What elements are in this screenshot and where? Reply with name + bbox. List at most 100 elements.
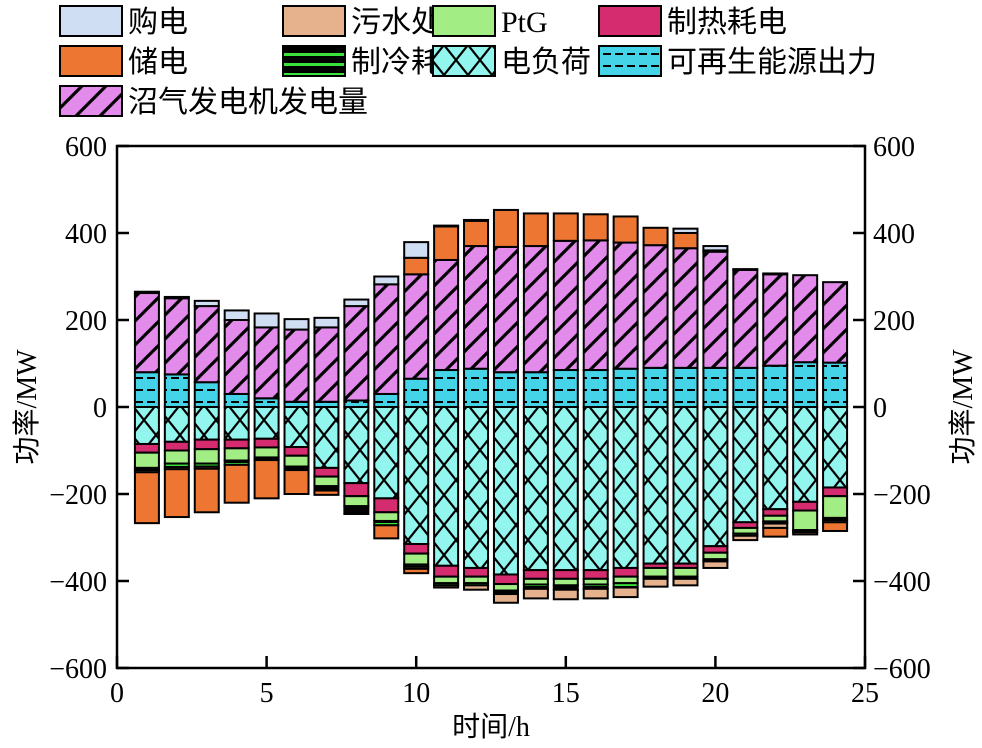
bar-segment-heating (313, 466, 340, 478)
bar-segment-sewage (642, 577, 669, 588)
bar-segment-heating (193, 438, 220, 451)
bar-segment-heating (582, 569, 609, 580)
bar-segment-ptg (313, 475, 340, 488)
y-tick-label-left: 200 (65, 306, 107, 337)
bar-segment-load (522, 406, 549, 572)
bar-segment-storage (313, 489, 340, 496)
bar-segment-purchase (403, 241, 430, 259)
bar-segment-renewable (582, 369, 609, 408)
bar-segment-biogas (133, 292, 160, 374)
bar-segment-ptg (642, 566, 669, 578)
bar-segment-storage (552, 212, 579, 242)
bar-segment-load (313, 406, 340, 469)
bar-segment-biogas (163, 297, 190, 376)
bar-hour-11 (433, 224, 460, 589)
bar-segment-purchase (762, 272, 789, 276)
y-tick-label-left: −600 (49, 654, 107, 685)
bar-hour-6 (283, 318, 310, 496)
bar-segment-load (253, 406, 280, 440)
bar-segment-biogas (522, 245, 549, 374)
bar-segment-load (582, 406, 609, 572)
bar-segment-load (433, 406, 460, 567)
y-tick-label-left: −400 (49, 567, 107, 598)
bar-segment-ptg (403, 552, 430, 566)
bar-segment-storage (373, 524, 400, 540)
bar-hour-16 (582, 213, 609, 600)
legend-item-purchase: 购电 (59, 5, 188, 39)
legend-label: 电负荷 (501, 46, 591, 79)
legend-swatch-heating (598, 5, 662, 37)
bar-segment-renewable (133, 371, 160, 409)
bar-segment-storage (283, 469, 310, 496)
bar-segment-purchase (702, 245, 729, 252)
bar-segment-biogas (702, 250, 729, 369)
bar-segment-purchase (463, 218, 490, 222)
bar-segment-renewable (792, 361, 819, 409)
legend-label: 购电 (128, 6, 188, 39)
bar-segment-load (343, 406, 370, 485)
y-tick-label-right: 400 (873, 219, 915, 250)
bar-segment-purchase (732, 268, 759, 271)
bar-segment-renewable (522, 371, 549, 409)
bar-segment-renewable (403, 377, 430, 409)
y-tick-label-left: 600 (65, 132, 107, 163)
bar-segment-biogas (253, 326, 280, 400)
bar-segment-sewage (582, 587, 609, 600)
bar-segment-renewable (552, 369, 579, 408)
bar-segment-storage (463, 219, 490, 248)
bar-segment-ptg (792, 509, 819, 532)
bar-segment-heating (223, 438, 250, 450)
bar-segment-storage (403, 256, 430, 276)
bar-hour-20 (702, 245, 729, 569)
bar-hour-2 (163, 295, 190, 519)
bar-segment-purchase (433, 224, 460, 228)
legend-item-ptg: PtG (432, 5, 548, 39)
bar-segment-storage (672, 232, 699, 250)
bar-segment-sewage (552, 588, 579, 601)
bar-segment-biogas (822, 281, 849, 364)
bar-segment-renewable (253, 397, 280, 408)
bar-hour-7 (313, 316, 340, 496)
bar-hour-10 (403, 241, 430, 575)
bar-segment-storage (133, 471, 160, 525)
x-tick-label: 25 (851, 678, 879, 709)
bar-segment-storage (822, 521, 849, 532)
bar-segment-sewage (612, 586, 639, 599)
bar-segment-renewable (193, 381, 220, 408)
bar-segment-load (762, 406, 789, 511)
bar-segment-load (403, 406, 430, 546)
bar-segment-storage (492, 208, 519, 248)
bar-hour-18 (642, 226, 669, 588)
bar-segment-load (373, 406, 400, 500)
bar-hour-4 (223, 309, 250, 504)
bar-segment-biogas (762, 273, 789, 367)
bar-segment-storage (762, 526, 789, 538)
bar-hour-13 (492, 208, 519, 604)
bar-segment-load (283, 406, 310, 449)
y-tick-label-right: 200 (873, 306, 915, 337)
bar-series-group (133, 208, 849, 604)
bar-segment-ptg (343, 495, 370, 508)
bar-segment-purchase (193, 299, 220, 308)
bar-segment-heating (822, 486, 849, 498)
legend-label: 储电 (128, 46, 188, 79)
bar-segment-load (672, 406, 699, 565)
bar-hour-12 (463, 218, 490, 591)
bar-segment-load (642, 406, 669, 565)
bar-segment-renewable (702, 366, 729, 409)
bar-hour-24 (822, 281, 849, 532)
bar-segment-load (492, 406, 519, 576)
bar-segment-renewable (163, 373, 190, 408)
legend-item-biogas: 沼气发电机发电量 (59, 85, 368, 119)
bar-segment-ptg (223, 447, 250, 462)
legend-label: 沼气发电机发电量 (128, 86, 368, 119)
bar-segment-biogas (792, 274, 819, 364)
bar-segment-purchase (283, 318, 310, 331)
bar-segment-biogas (193, 305, 220, 384)
bar-segment-storage (612, 215, 639, 244)
bar-hour-21 (732, 268, 759, 542)
legend-item-renewable: 可再生能源出力 (598, 45, 877, 79)
x-tick-label: 0 (110, 678, 124, 709)
bar-segment-renewable (642, 366, 669, 409)
bar-segment-renewable (223, 392, 250, 409)
